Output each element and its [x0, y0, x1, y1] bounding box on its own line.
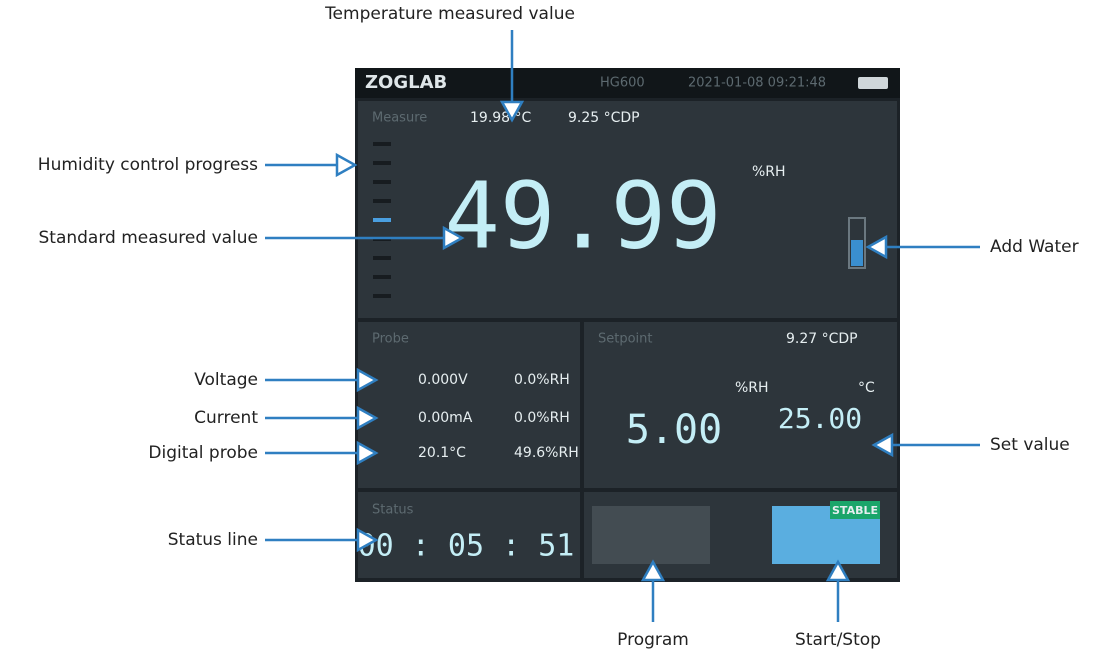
setpoint-label: Setpoint — [598, 332, 653, 347]
annotated-screenshot: ZOGLAB HG600 2021-01-08 09:21:48 Measure… — [0, 0, 1098, 652]
progress-step — [373, 294, 391, 298]
status-label: Status — [372, 503, 414, 518]
probe-humidity: 49.6%RH — [514, 445, 579, 461]
annotation: Temperature measured value — [324, 4, 575, 24]
humidity-unit: %RH — [752, 164, 786, 180]
temperature: 19.98 °C — [470, 110, 532, 126]
arrow-head — [337, 155, 355, 175]
probe-panel — [358, 322, 580, 488]
setpoint-humidity-unit: %RH — [735, 380, 769, 396]
progress-step — [373, 161, 391, 165]
annotation: Status line — [168, 530, 258, 550]
progress-step — [373, 199, 391, 203]
annotation: Digital probe — [148, 443, 258, 463]
progress-step — [373, 275, 391, 279]
setpoint-temperature-unit: °C — [858, 380, 875, 396]
setpoint-dew-point: 9.27 °CDP — [786, 331, 858, 347]
progress-step — [373, 142, 391, 146]
annotation: Humidity control progress — [38, 155, 258, 175]
setpoint-temperature: 25.00 — [778, 402, 862, 435]
progress-step — [373, 180, 391, 184]
annotation: Voltage — [194, 370, 258, 390]
model: HG600 — [600, 76, 645, 91]
annotation: Set value — [990, 435, 1070, 455]
probe-label: Probe — [372, 332, 409, 347]
annotation: Program — [617, 630, 689, 650]
probe-value: 20.1°C — [418, 445, 466, 461]
measure-label: Measure — [372, 111, 427, 126]
status-timer: 00 : 05 : 51 — [358, 529, 575, 564]
annotation: Current — [194, 408, 258, 428]
annotation: Add Water — [990, 237, 1079, 257]
battery-icon — [858, 77, 888, 89]
status-state: STABLE — [832, 504, 878, 517]
annotation: Start/Stop — [795, 630, 881, 650]
setpoint-humidity: 5.00 — [626, 407, 722, 453]
dew-point: 9.25 °CDP — [568, 110, 640, 126]
water-level — [851, 240, 863, 266]
progress-step — [373, 218, 391, 222]
brand: ZOGLAB — [365, 72, 447, 93]
probe-value: 0.00mA — [418, 410, 473, 426]
probe-value: 0.000V — [418, 372, 468, 388]
humidity-value: 49.99 — [445, 162, 722, 269]
probe-humidity: 0.0%RH — [514, 410, 570, 426]
probe-humidity: 0.0%RH — [514, 372, 570, 388]
program-button[interactable] — [592, 506, 710, 564]
datetime: 2021-01-08 09:21:48 — [688, 76, 826, 91]
progress-step — [373, 256, 391, 260]
annotation: Standard measured value — [38, 228, 258, 248]
